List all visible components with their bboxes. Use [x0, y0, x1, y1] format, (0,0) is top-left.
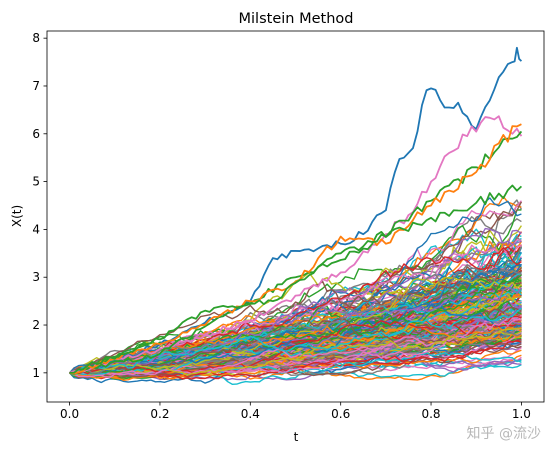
y-tick-label: 5 — [32, 175, 40, 189]
x-tick-label: 1.0 — [512, 407, 531, 421]
highlighted-path-5 — [69, 184, 523, 374]
sample-path — [69, 266, 522, 374]
y-tick-label: 3 — [32, 270, 40, 284]
highlighted-path-3 — [69, 130, 523, 376]
x-tick-label: 0.6 — [331, 407, 350, 421]
highlighted-path-2 — [69, 115, 523, 374]
x-tick-label: 0.0 — [60, 407, 79, 421]
x-tick-label: 0.8 — [421, 407, 440, 421]
plot-area — [46, 30, 545, 403]
sample-path — [69, 307, 522, 374]
x-axis-label: t — [294, 430, 299, 444]
y-tick-label: 6 — [32, 127, 40, 141]
y-axis: 1 2 3 4 5 6 7 8 — [32, 31, 47, 380]
highlighted-path-1 — [69, 46, 523, 374]
sample-path — [69, 287, 522, 374]
y-tick-label: 4 — [32, 222, 40, 236]
x-axis: 0.0 0.2 0.4 0.6 0.8 1.0 — [60, 402, 531, 421]
y-axis-label: X(t) — [10, 205, 24, 227]
plot-frame — [46, 30, 545, 403]
sample-path — [69, 292, 522, 374]
x-tick-label: 0.2 — [150, 407, 169, 421]
x-tick-label: 0.4 — [241, 407, 260, 421]
paths-layer — [69, 46, 523, 385]
y-tick-label: 7 — [32, 79, 40, 93]
sample-path — [69, 328, 522, 376]
y-tick-label: 8 — [32, 31, 40, 45]
y-tick-label: 2 — [32, 318, 40, 332]
sample-path — [69, 263, 522, 375]
y-tick-label: 1 — [32, 366, 40, 380]
chart-title: Milstein Method — [239, 11, 354, 27]
watermark: 知乎 @流沙 — [467, 425, 541, 442]
